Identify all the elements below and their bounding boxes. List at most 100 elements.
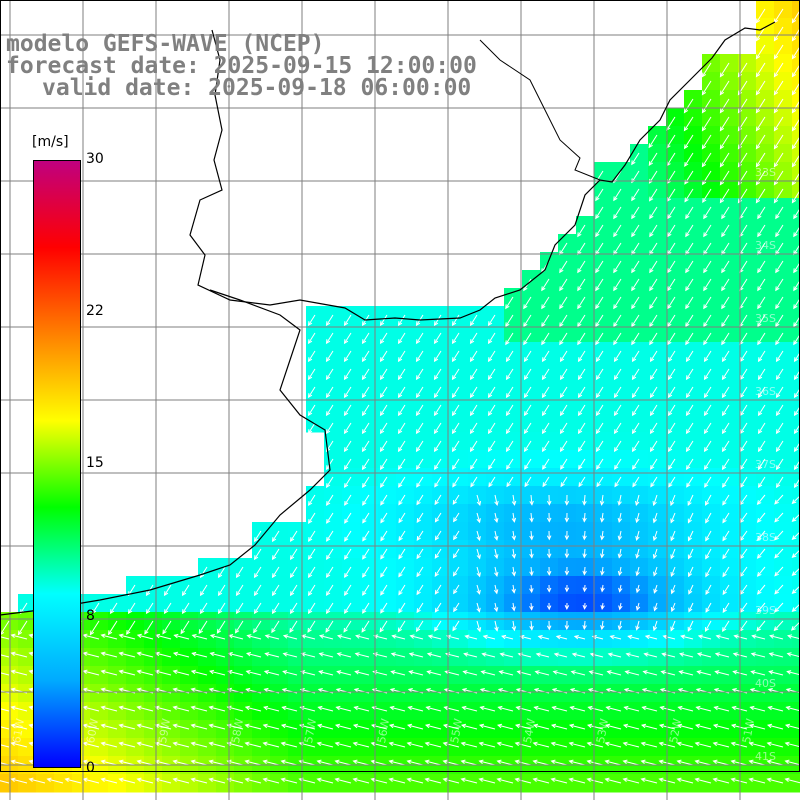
- wind-arrow: [686, 440, 694, 452]
- wind-arrow-head: [480, 670, 486, 675]
- wind-arrow: [614, 476, 622, 487]
- wind-arrow-head: [361, 393, 367, 399]
- wind-arrow: [344, 314, 352, 326]
- wind-speed-cell: [468, 648, 487, 667]
- wind-arrow-head: [136, 651, 142, 657]
- wind-arrow-head: [362, 518, 367, 524]
- wind-arrow-head: [326, 518, 331, 524]
- wind-arrow: [731, 760, 748, 766]
- wind-arrow-head: [181, 609, 187, 615]
- wind-speed-cell: [306, 648, 325, 667]
- wind-arrow-head: [409, 634, 415, 639]
- wind-arrow-head: [722, 536, 727, 542]
- wind-arrow-head: [577, 429, 583, 435]
- wind-arrow: [476, 494, 481, 506]
- wind-arrow-head: [282, 652, 288, 657]
- wind-arrow: [398, 440, 406, 452]
- wind-speed-cell: [756, 666, 775, 685]
- wind-arrow: [101, 706, 118, 712]
- wind-arrow-head: [424, 723, 431, 729]
- wind-arrow: [416, 566, 424, 577]
- wind-speed-cell: [540, 666, 559, 685]
- wind-arrow: [416, 332, 424, 344]
- wind-arrow-head: [635, 553, 640, 559]
- wind-arrow-head: [577, 232, 582, 238]
- wind-speed-cell: [792, 306, 800, 325]
- wind-speed-cell: [198, 738, 217, 757]
- wind-arrow: [636, 548, 640, 558]
- wind-arrow: [596, 440, 604, 452]
- wind-arrow: [192, 634, 208, 640]
- wind-arrow-head: [208, 777, 214, 783]
- wind-arrow: [703, 260, 712, 273]
- wind-arrow-head: [757, 304, 762, 310]
- wind-arrow-head: [773, 72, 779, 78]
- wind-arrow: [595, 278, 604, 291]
- wind-arrow-head: [380, 518, 385, 524]
- wind-arrow: [362, 332, 370, 344]
- wind-arrow: [300, 706, 316, 712]
- wind-arrow: [344, 566, 352, 578]
- wind-arrow: [721, 332, 730, 345]
- wind-arrow: [618, 620, 622, 630]
- wind-arrow-head: [506, 464, 511, 470]
- wind-arrow-head: [721, 322, 726, 328]
- wind-arrow: [684, 188, 694, 202]
- wind-arrow-head: [775, 232, 780, 238]
- wind-arrow: [758, 404, 766, 416]
- wind-arrow-head: [100, 651, 106, 657]
- wind-arrow-head: [476, 607, 481, 613]
- wind-arrow-head: [773, 90, 779, 96]
- wind-speed-cell: [702, 720, 721, 739]
- wind-arrow-head: [721, 393, 727, 399]
- wind-arrow-head: [307, 429, 313, 435]
- wind-arrow: [281, 724, 298, 730]
- wind-arrow: [720, 152, 730, 167]
- wind-arrow-head: [136, 633, 142, 639]
- wind-arrow: [326, 368, 334, 380]
- wind-arrow: [670, 512, 676, 523]
- wind-speed-cell: [612, 720, 631, 739]
- wind-arrow-head: [703, 411, 709, 417]
- wind-arrow-head: [737, 144, 743, 150]
- wind-speed-cell: [18, 774, 37, 793]
- wind-arrow: [757, 224, 766, 237]
- wind-arrow-head: [478, 777, 484, 783]
- wind-arrow: [775, 278, 784, 291]
- wind-arrow-head: [488, 464, 493, 470]
- wind-arrow-head: [461, 705, 467, 711]
- wind-arrow-head: [499, 652, 505, 657]
- wind-arrow-head: [451, 375, 457, 381]
- wind-arrow: [318, 706, 334, 712]
- wind-arrow-head: [326, 536, 331, 542]
- wind-arrow-head: [307, 555, 313, 561]
- wind-arrow: [497, 760, 514, 766]
- wind-arrow-head: [748, 741, 754, 747]
- wind-arrow-head: [713, 688, 719, 693]
- wind-arrow-head: [190, 705, 196, 711]
- wind-arrow: [775, 206, 784, 219]
- lat-label: 34S: [755, 239, 776, 252]
- wind-arrow: [434, 620, 442, 632]
- wind-arrow-head: [262, 741, 268, 747]
- wind-arrow-head: [511, 517, 517, 523]
- wind-arrow: [263, 706, 280, 712]
- wind-speed-cell: [504, 702, 523, 721]
- wind-arrow: [653, 494, 658, 506]
- wind-arrow: [209, 724, 226, 730]
- wind-speed-cell: [234, 648, 253, 667]
- wind-arrow: [245, 760, 262, 766]
- wind-arrow-head: [755, 162, 761, 168]
- wind-arrow: [631, 188, 640, 201]
- wind-arrow: [155, 742, 172, 748]
- wind-arrow-head: [749, 688, 755, 693]
- wind-arrow: [649, 188, 658, 201]
- wind-arrow: [670, 530, 676, 541]
- wind-arrow: [416, 548, 424, 559]
- wind-arrow: [722, 548, 730, 559]
- wind-arrow: [681, 635, 694, 640]
- wind-arrow: [583, 620, 586, 629]
- wind-arrow-head: [617, 625, 623, 631]
- wind-arrow-head: [667, 322, 672, 328]
- wind-speed-cell: [450, 630, 469, 649]
